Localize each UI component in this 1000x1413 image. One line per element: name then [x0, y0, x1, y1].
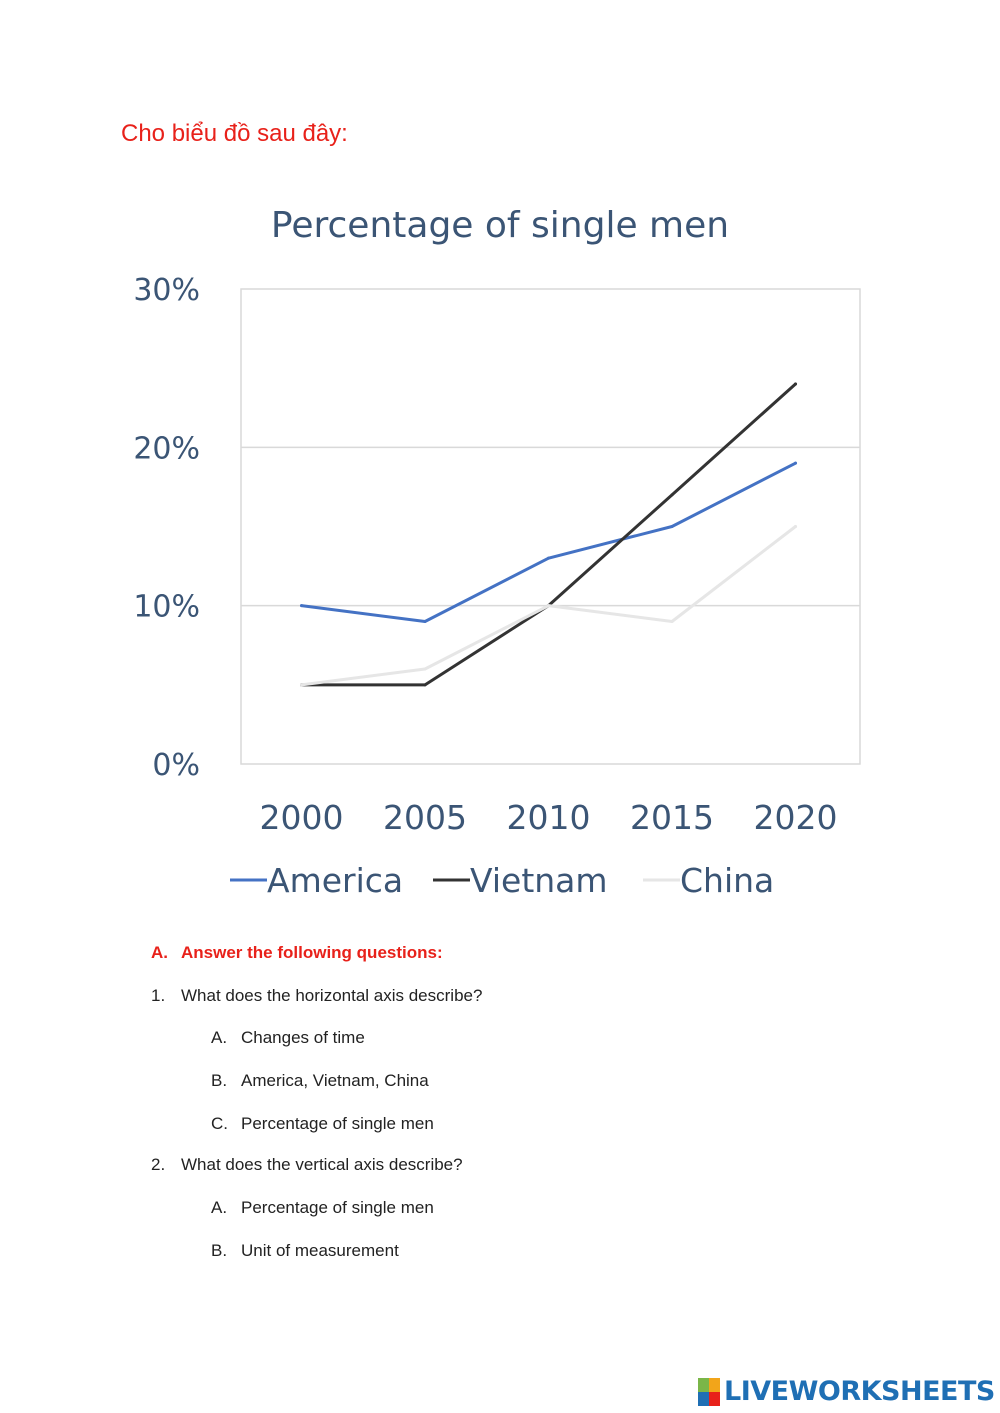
- question-1-option-a[interactable]: A. Changes of time: [211, 1028, 365, 1048]
- data-point-china: [670, 620, 674, 623]
- series-line-america: [300, 461, 797, 623]
- question-text: What does the horizontal axis describe?: [181, 986, 483, 1005]
- data-point-china: [423, 667, 427, 671]
- series-line-vietnam: [300, 382, 797, 687]
- question-number: 2.: [151, 1155, 166, 1174]
- question-1: 1. What does the horizontal axis describe…: [151, 986, 482, 1006]
- brand-name: LIVEWORKSHEETS: [724, 1376, 995, 1407]
- legend-label-vietnam: Vietnam: [470, 861, 608, 900]
- liveworksheets-brand[interactable]: LIVEWORKSHEETS: [698, 1376, 995, 1407]
- plot-area: [240, 288, 861, 765]
- data-point-america: [794, 461, 797, 465]
- data-point-vietnam: [670, 493, 674, 497]
- data-point-america: [547, 556, 550, 560]
- option-text: Percentage of single men: [241, 1114, 434, 1133]
- legend-label-china: China: [680, 861, 774, 900]
- legend-label-america: America: [267, 861, 403, 900]
- question-text: What does the vertical axis describe?: [181, 1155, 463, 1174]
- y-tick-label: 10%: [133, 590, 200, 625]
- option-text: America, Vietnam, China: [241, 1071, 429, 1090]
- question-1-option-b[interactable]: B. America, Vietnam, China: [211, 1071, 429, 1091]
- option-letter: B.: [211, 1241, 228, 1260]
- x-tick-label: 2015: [630, 798, 714, 837]
- option-letter: A.: [211, 1028, 228, 1047]
- option-letter: A.: [211, 1198, 228, 1217]
- question-2-option-b[interactable]: B. Unit of measurement: [211, 1241, 399, 1261]
- question-number: 1.: [151, 986, 166, 1005]
- x-tick-label: 2010: [507, 798, 591, 837]
- chart-title: Percentage of single men: [271, 205, 729, 246]
- data-point-america: [670, 525, 674, 528]
- option-letter: C.: [211, 1114, 228, 1133]
- question-2-option-a[interactable]: A. Percentage of single men: [211, 1198, 434, 1218]
- x-tick-label: 2000: [260, 798, 344, 837]
- option-text: Unit of measurement: [241, 1241, 399, 1260]
- option-text: Percentage of single men: [241, 1198, 434, 1217]
- data-point-china: [300, 683, 303, 687]
- section-a-text: Answer the following questions:: [181, 943, 443, 962]
- data-point-china: [794, 525, 797, 528]
- y-tick-label: 0%: [152, 748, 200, 783]
- data-point-vietnam: [794, 382, 797, 386]
- x-tick-label: 2020: [754, 798, 838, 837]
- liveworksheets-logo-icon: [698, 1377, 720, 1406]
- line-chart: Percentage of single men 0% 10% 20% 30% 2000 2…: [133, 205, 861, 900]
- data-point-america: [300, 604, 303, 608]
- section-a-heading: A. Answer the following questions:: [151, 943, 443, 963]
- y-tick-label: 20%: [133, 431, 200, 466]
- option-letter: B.: [211, 1071, 228, 1090]
- data-point-china: [547, 604, 550, 608]
- option-text: Changes of time: [241, 1028, 365, 1047]
- data-point-america: [423, 620, 427, 623]
- y-tick-label: 30%: [133, 273, 200, 308]
- question-2: 2. What does the vertical axis describe?: [151, 1155, 463, 1175]
- x-tick-label: 2005: [383, 798, 467, 837]
- question-1-option-c[interactable]: C. Percentage of single men: [211, 1114, 434, 1134]
- data-point-vietnam: [423, 683, 427, 687]
- intro-text: Cho biểu đồ sau đây:: [121, 120, 348, 147]
- section-a-marker: A.: [151, 943, 168, 962]
